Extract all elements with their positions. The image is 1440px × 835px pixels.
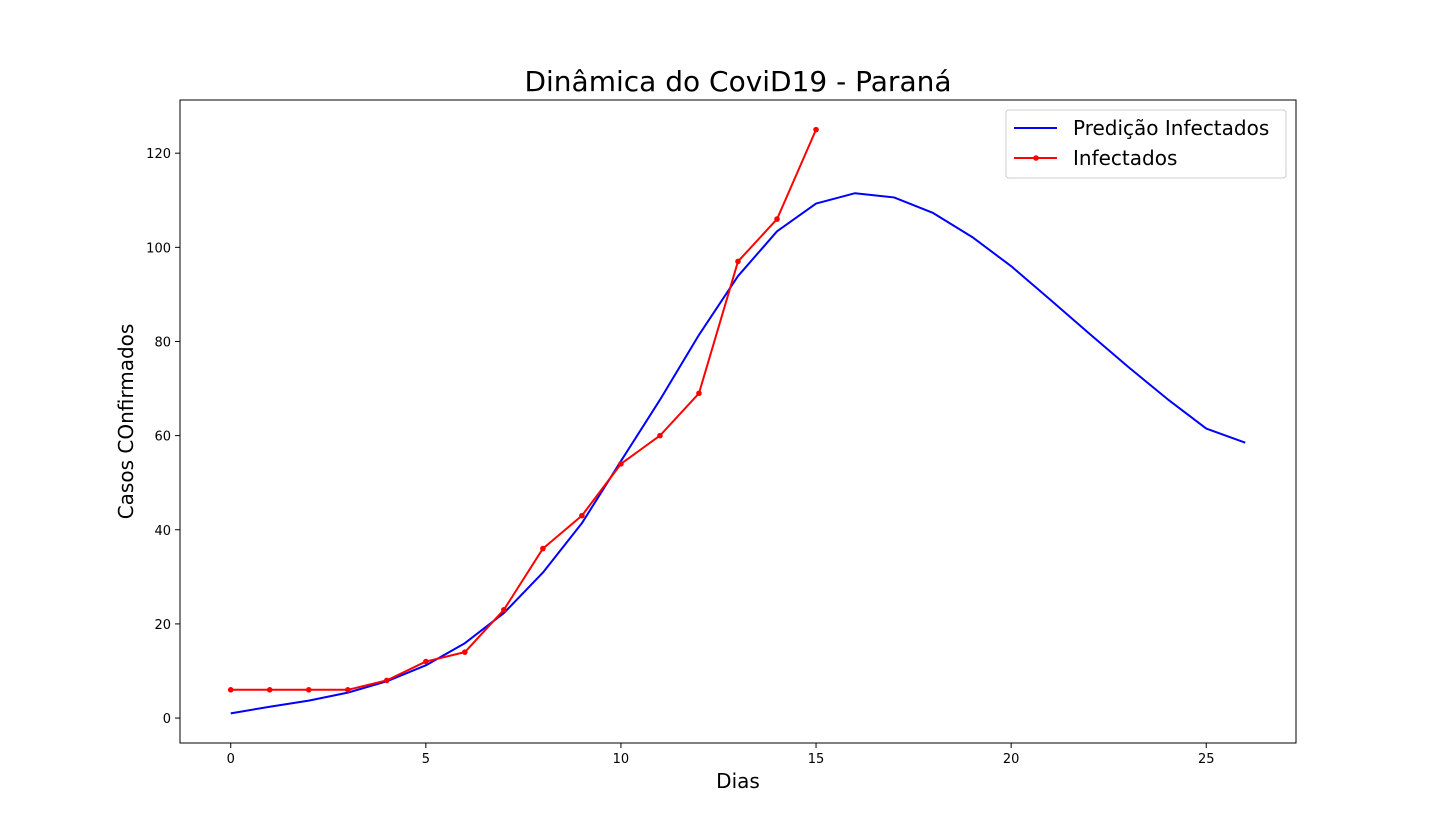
x-tick-label: 10 [613,752,630,767]
x-tick-label: 0 [227,752,235,767]
data-point [813,126,819,133]
series-line-1 [230,192,1246,715]
legend-box [1005,109,1287,179]
x-axis: 0 5 10 15 20 25 [227,743,1215,767]
data-point [462,649,468,655]
y-tick-label: 0 [163,712,171,727]
data-point [305,687,312,693]
legend-label: Predição Infectados [1073,116,1269,140]
y-axis: 0 20 40 60 80 100 120 [146,147,180,727]
data-point [774,216,780,222]
data-point [657,432,663,439]
data-point [696,390,702,397]
data-point [423,658,429,665]
plot-area [227,126,1246,715]
legend: Predição Infectados Infectados [1005,109,1287,179]
data-point [579,512,585,519]
data-point [227,687,234,693]
y-tick-label: 20 [154,618,171,633]
data-point [344,687,351,693]
y-axis-label: Casos COnfirmados [114,324,138,520]
x-tick-label: 25 [1198,752,1215,767]
data-point [735,258,741,265]
y-tick-label: 60 [154,430,171,445]
x-axis-label: Dias [716,769,760,793]
y-tick-label: 100 [146,241,171,256]
x-tick-label: 15 [808,752,825,767]
y-tick-label: 80 [154,335,171,350]
data-point [501,606,507,613]
data-point [618,461,624,467]
plot-frame [179,99,1297,744]
data-point [384,677,390,684]
legend-label: Infectados [1073,146,1177,170]
y-tick-label: 120 [146,147,171,162]
x-tick-label: 5 [422,752,430,767]
chart-title: Dinâmica do CoviD19 - Paraná [524,65,951,98]
data-point [540,545,546,552]
legend-marker [1033,155,1039,161]
data-point [266,687,273,693]
x-tick-label: 20 [1003,752,1020,767]
series-line-2 [230,129,817,691]
y-tick-label: 40 [154,524,171,539]
